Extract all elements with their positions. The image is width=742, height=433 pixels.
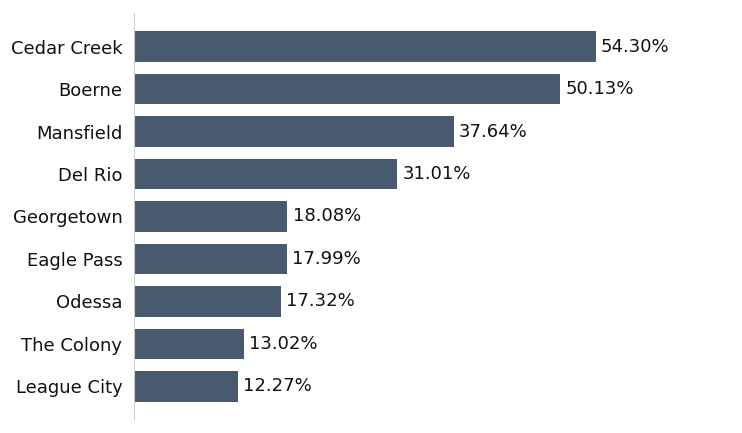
- Text: 13.02%: 13.02%: [249, 335, 318, 353]
- Text: 17.32%: 17.32%: [286, 292, 355, 310]
- Bar: [134, 74, 560, 104]
- Text: 17.99%: 17.99%: [292, 250, 361, 268]
- Text: 31.01%: 31.01%: [403, 165, 471, 183]
- Bar: [134, 244, 286, 274]
- Bar: [134, 329, 244, 359]
- Text: 12.27%: 12.27%: [243, 377, 312, 395]
- Bar: [134, 371, 238, 401]
- Text: 18.08%: 18.08%: [292, 207, 361, 226]
- Text: 50.13%: 50.13%: [565, 80, 634, 98]
- Bar: [134, 159, 398, 189]
- Bar: [134, 286, 281, 317]
- Text: 54.30%: 54.30%: [601, 38, 669, 56]
- Bar: [134, 201, 287, 232]
- Bar: [134, 116, 454, 147]
- Text: 37.64%: 37.64%: [459, 123, 528, 141]
- Bar: [134, 32, 596, 62]
